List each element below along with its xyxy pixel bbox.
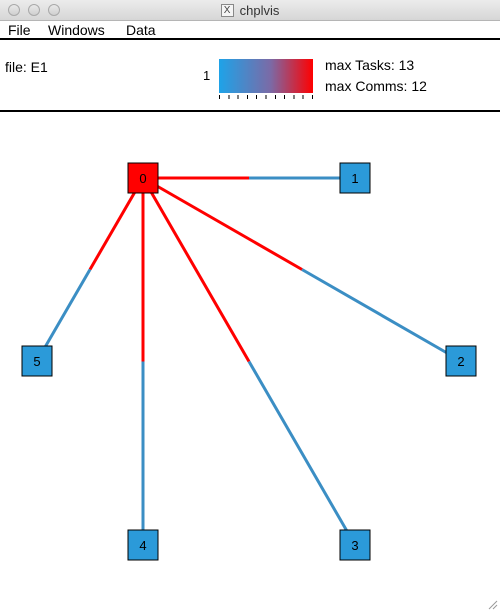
node-box bbox=[339, 529, 371, 561]
info-panel: file: E1 1 max Tasks: 13 max Comms: 12 bbox=[0, 40, 500, 112]
edges-layer bbox=[35, 176, 462, 546]
minimize-button[interactable] bbox=[28, 4, 40, 16]
edge-segment-to bbox=[247, 360, 357, 546]
node-3[interactable]: 3 bbox=[339, 529, 371, 561]
node-0[interactable]: 0 bbox=[127, 162, 159, 194]
edge-segment-from bbox=[142, 176, 303, 271]
node-label: 4 bbox=[139, 538, 146, 553]
task-graph: 0 1 2 3 4 5 bbox=[21, 162, 477, 561]
legend-min-label: 1 bbox=[203, 68, 211, 83]
max-tasks-label: max Tasks: 13 bbox=[325, 57, 415, 73]
window-title: chplvis bbox=[239, 3, 280, 18]
node-box bbox=[445, 345, 477, 377]
menu-file[interactable]: File bbox=[8, 22, 31, 38]
node-1[interactable]: 1 bbox=[339, 162, 371, 194]
resize-grip-icon[interactable] bbox=[486, 598, 498, 610]
node-label: 3 bbox=[351, 538, 358, 553]
edge-0-2[interactable] bbox=[142, 176, 462, 363]
node-box bbox=[127, 162, 159, 194]
node-label: 1 bbox=[351, 171, 358, 186]
node-box bbox=[127, 529, 159, 561]
edge-segment-to bbox=[301, 268, 462, 363]
color-legend-ticks bbox=[219, 95, 313, 99]
node-5[interactable]: 5 bbox=[21, 345, 53, 377]
title-bar: X chplvis bbox=[0, 0, 500, 21]
x11-icon: X bbox=[220, 4, 234, 17]
menu-data[interactable]: Data bbox=[126, 22, 156, 38]
menu-windows[interactable]: Windows bbox=[48, 22, 105, 38]
file-label: file: E1 bbox=[5, 59, 48, 75]
node-label: 2 bbox=[457, 354, 464, 369]
node-label: 5 bbox=[33, 354, 40, 369]
color-legend-bar bbox=[219, 59, 313, 93]
node-2[interactable]: 2 bbox=[445, 345, 477, 377]
edge-segment-from bbox=[141, 177, 251, 363]
edge-0-5[interactable] bbox=[35, 177, 145, 362]
node-4[interactable]: 4 bbox=[127, 529, 159, 561]
menu-bar: File Windows Data bbox=[0, 21, 500, 40]
close-button[interactable] bbox=[8, 4, 20, 16]
window-title-group: X chplvis bbox=[0, 0, 500, 21]
node-label: 0 bbox=[139, 171, 146, 186]
node-box bbox=[21, 345, 53, 377]
zoom-button[interactable] bbox=[48, 4, 60, 16]
node-box bbox=[339, 162, 371, 194]
edge-0-3[interactable] bbox=[141, 177, 357, 546]
nodes-layer: 0 1 2 3 4 5 bbox=[21, 162, 477, 561]
max-comms-label: max Comms: 12 bbox=[325, 78, 427, 94]
